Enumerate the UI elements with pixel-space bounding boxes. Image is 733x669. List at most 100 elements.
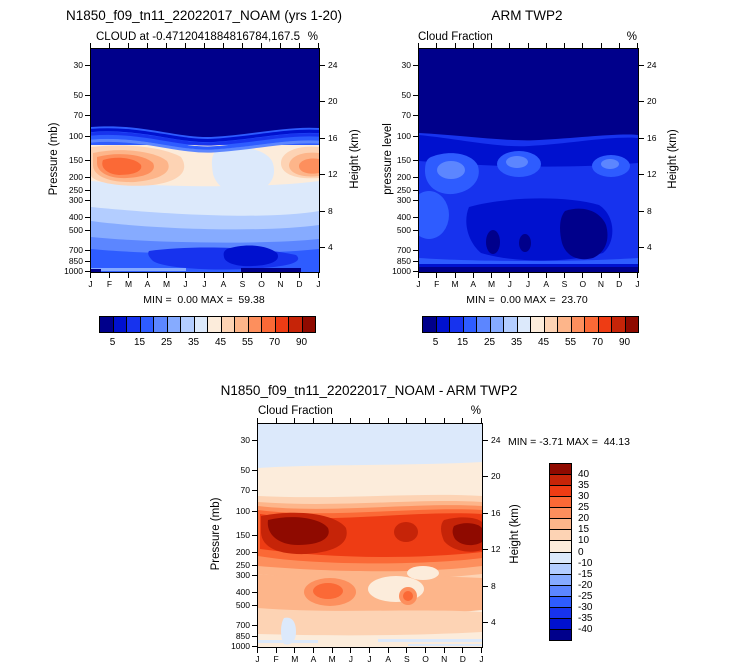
pressure-tick-label: 500 <box>235 600 250 611</box>
height-tick-label: 4 <box>647 241 652 252</box>
colorbar-segment <box>503 316 518 333</box>
height-tick <box>639 174 644 176</box>
pressure-tick <box>252 605 257 607</box>
month-tick <box>299 273 300 278</box>
pressure-tick <box>413 135 418 137</box>
pressure-tick-label: 300 <box>68 195 83 206</box>
pressure-tick-label: 150 <box>68 154 83 165</box>
month-label: J <box>507 279 512 289</box>
month-tick <box>128 43 129 48</box>
height-tick <box>320 64 325 66</box>
month-label: M <box>328 654 336 664</box>
pressure-tick <box>413 261 418 263</box>
month-tick <box>637 273 638 278</box>
colorbar-segment <box>193 316 208 333</box>
pressure-tick <box>85 261 90 263</box>
month-tick <box>331 648 333 653</box>
colorbar-tick-label: 70 <box>268 337 281 348</box>
colorbar-tick-label: -35 <box>578 612 593 624</box>
month-tick <box>261 273 262 278</box>
pressure-tick-label: 30 <box>240 435 250 446</box>
month-tick <box>90 43 91 48</box>
colorbar-tick-label: 25 <box>483 337 496 348</box>
month-label: A <box>385 654 391 664</box>
pressure-tick-label: 500 <box>68 225 83 236</box>
month-label: J <box>525 279 531 289</box>
panel-diff-units-label: % <box>470 405 481 417</box>
colorbar-tick-label: 30 <box>578 491 590 503</box>
month-tick <box>313 648 314 653</box>
month-tick <box>387 418 389 423</box>
height-tick-label: 12 <box>647 169 657 180</box>
height-tick <box>483 512 488 514</box>
colorbar-segment <box>597 316 612 333</box>
pressure-tick <box>413 159 418 161</box>
pressure-tick <box>413 189 418 191</box>
height-tick-label: 12 <box>491 544 501 555</box>
height-tick-label: 24 <box>647 59 657 70</box>
panel-diff-header-left: Cloud Fraction <box>258 405 333 417</box>
pressure-tick-label: 400 <box>235 587 250 598</box>
colorbar-segment <box>516 316 531 333</box>
pressure-tick-label: 1000 <box>392 266 411 276</box>
pressure-tick-label: 250 <box>68 184 83 195</box>
pressure-tick <box>413 65 418 67</box>
month-tick <box>369 418 370 423</box>
month-tick <box>618 273 620 278</box>
pressure-tick <box>85 95 90 97</box>
colorbar-tick-label: 55 <box>241 337 254 348</box>
colorbar-segment <box>207 316 222 333</box>
month-tick <box>280 273 281 278</box>
month-tick <box>545 43 547 48</box>
month-tick <box>527 273 529 278</box>
panel-obs-y2axis-label: Height (km) <box>667 129 679 189</box>
month-label: A <box>144 279 151 289</box>
colorbar-segment <box>220 316 235 333</box>
month-tick <box>331 418 333 423</box>
height-tick-label: 4 <box>491 616 496 627</box>
month-label: J <box>255 654 260 664</box>
month-tick <box>418 273 419 278</box>
colorbar-tick-label: 45 <box>537 337 550 348</box>
pressure-tick <box>252 470 257 472</box>
month-label: A <box>470 279 477 289</box>
height-tick-label: 8 <box>647 205 652 216</box>
colorbar-tick-label: 35 <box>510 337 523 348</box>
pressure-tick-label: 30 <box>401 60 411 71</box>
colorbar-segment <box>476 316 491 333</box>
colorbar-segment <box>274 316 289 333</box>
panel-model-minmax: MIN = 0.00 MAX = 59.38 <box>143 294 265 306</box>
height-tick <box>639 64 644 66</box>
month-tick <box>425 418 426 423</box>
pressure-tick-label: 300 <box>235 570 250 581</box>
month-label: J <box>367 654 372 664</box>
height-tick-label: 24 <box>328 59 338 70</box>
pressure-tick <box>85 271 90 272</box>
colorbar-segment <box>530 316 545 333</box>
month-label: A <box>220 279 227 289</box>
colorbar-tick-label: 90 <box>618 337 631 348</box>
month-label: M <box>124 279 133 289</box>
panel-model-units-label: % <box>307 31 318 43</box>
month-tick <box>318 43 319 48</box>
pressure-tick-label: 30 <box>73 60 83 71</box>
month-tick <box>387 648 389 653</box>
panel-diff-y2axis-label: Height (km) <box>509 504 521 564</box>
month-tick <box>472 273 474 278</box>
height-tick-label: 20 <box>328 96 338 107</box>
month-label: J <box>316 279 321 289</box>
month-tick <box>166 43 167 48</box>
month-tick <box>436 43 438 48</box>
month-label: J <box>416 279 421 289</box>
colorbar-segment <box>570 316 585 333</box>
colorbar-tick-label: -40 <box>578 623 593 635</box>
month-label: M <box>162 279 171 289</box>
month-tick <box>481 648 482 653</box>
height-tick <box>639 210 644 212</box>
month-label: D <box>616 279 623 289</box>
height-tick-label: 16 <box>491 507 501 518</box>
month-label: N <box>441 654 448 664</box>
month-tick <box>313 418 314 423</box>
contour-field-diff <box>258 424 482 647</box>
pressure-tick-label: 200 <box>396 171 411 182</box>
